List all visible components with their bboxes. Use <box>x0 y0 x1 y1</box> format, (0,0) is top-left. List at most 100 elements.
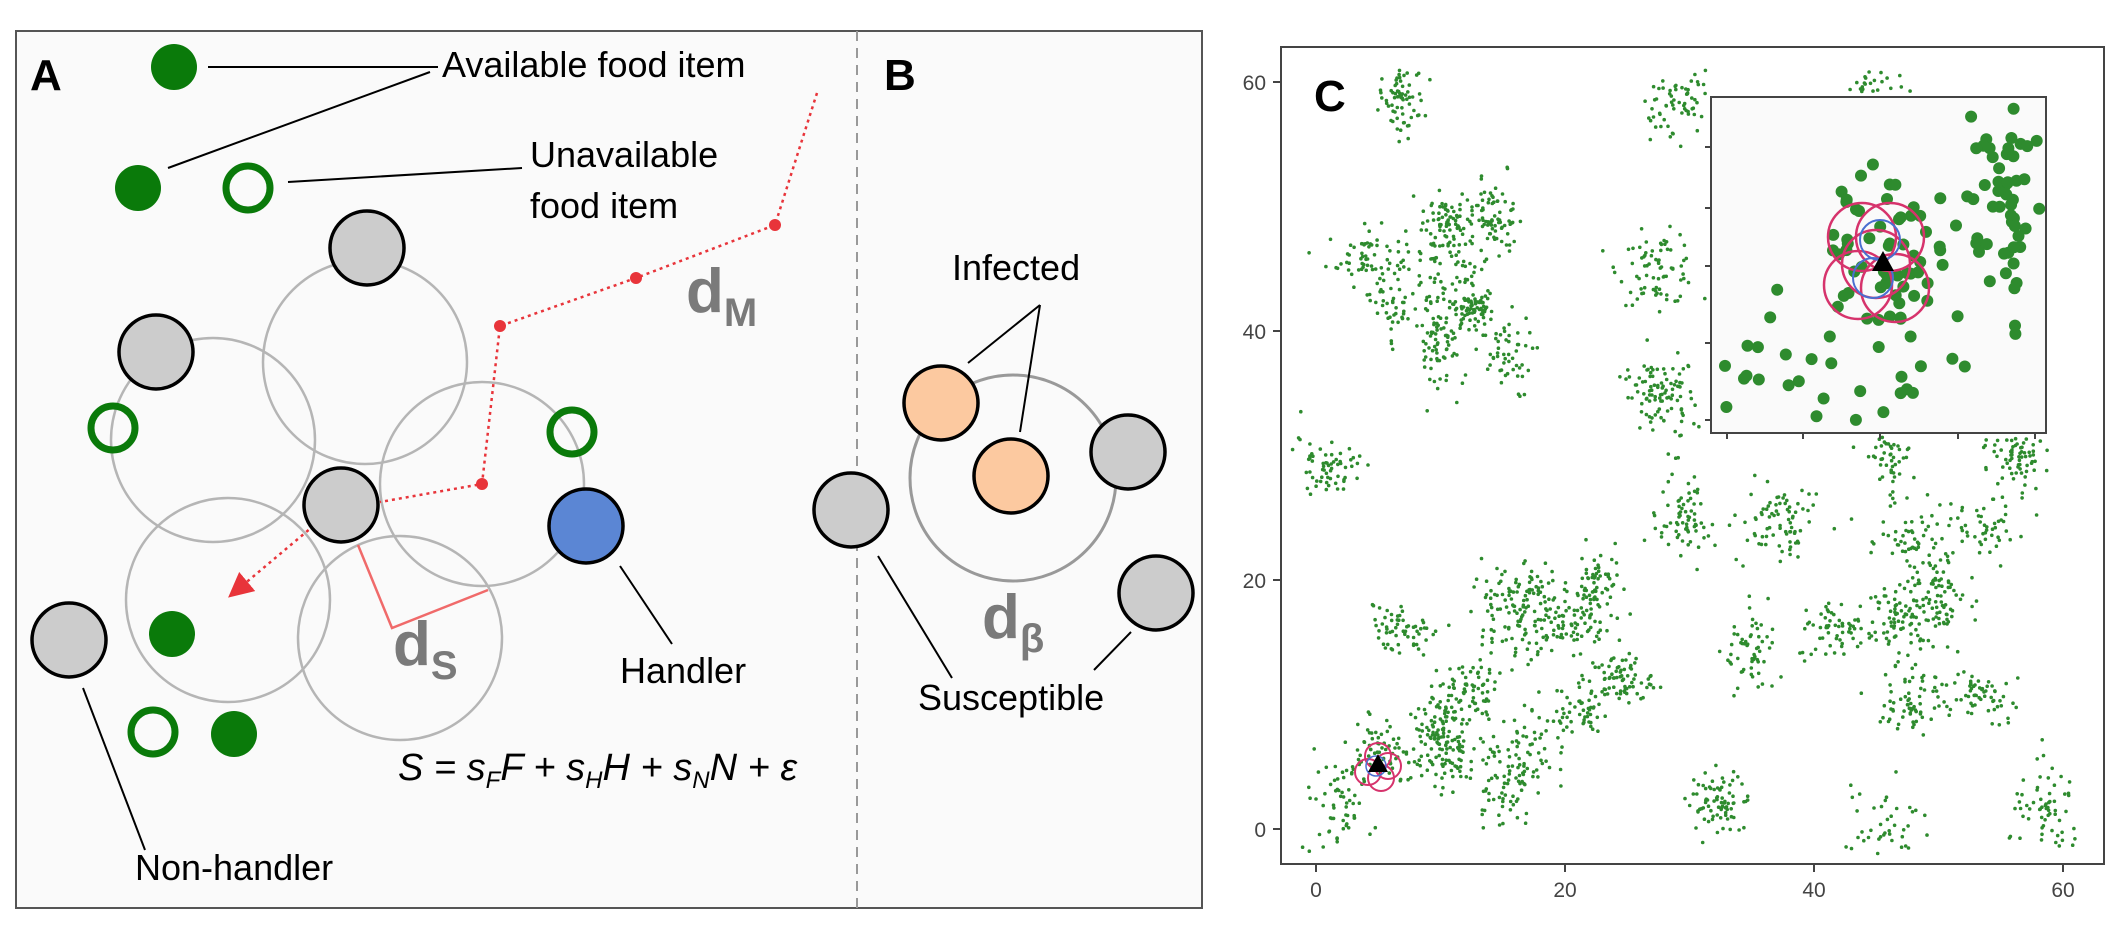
food-point <box>1683 796 1687 801</box>
food-point <box>1749 492 1753 497</box>
food-point <box>1927 601 1931 605</box>
food-point <box>1453 336 1457 340</box>
food-point <box>1381 299 1386 303</box>
food-point <box>1299 409 1303 414</box>
food-point <box>2020 445 2024 450</box>
food-point <box>1998 564 2003 568</box>
food-point <box>1511 603 1515 607</box>
inset-food-point <box>1936 258 1949 271</box>
food-point <box>1908 89 1912 93</box>
food-point <box>1909 640 1913 645</box>
food-point <box>1298 437 1302 442</box>
food-point <box>1491 195 1495 199</box>
food-point <box>1431 316 1435 321</box>
food-point <box>1536 775 1540 779</box>
food-point <box>1824 624 1829 628</box>
food-point <box>1626 247 1631 252</box>
food-point <box>1300 845 1305 849</box>
food-point <box>1770 684 1774 688</box>
food-point <box>1584 595 1589 599</box>
food-point <box>1362 779 1367 784</box>
food-point <box>1677 372 1682 376</box>
food-point <box>1641 291 1646 296</box>
inset-food-point <box>2008 282 2021 295</box>
food-point <box>1620 678 1625 683</box>
food-point <box>1462 296 1466 301</box>
food-point <box>1912 537 1917 541</box>
food-point <box>1400 316 1405 321</box>
food-point <box>1357 454 1362 458</box>
food-point <box>1896 722 1901 727</box>
food-point <box>1785 498 1789 503</box>
food-point <box>1927 597 1932 602</box>
food-point <box>1627 375 1632 379</box>
food-point <box>1692 518 1697 522</box>
food-point <box>1542 594 1547 599</box>
food-point <box>1673 299 1677 304</box>
food-point <box>1385 718 1389 723</box>
inset-food-point <box>1967 193 1980 206</box>
food-point <box>1665 409 1670 413</box>
food-point <box>1532 609 1537 614</box>
food-point <box>1798 651 1802 655</box>
inset-food-point <box>1965 110 1978 123</box>
food-point <box>1459 722 1464 726</box>
food-point <box>1438 228 1442 232</box>
food-point <box>1418 763 1422 768</box>
food-point <box>1508 808 1513 812</box>
food-point <box>1671 103 1675 107</box>
food-point <box>1443 202 1448 207</box>
food-point <box>1615 665 1620 670</box>
inset-food-point <box>1866 158 1879 171</box>
food-point <box>1512 609 1517 613</box>
food-point <box>1657 86 1661 91</box>
food-point <box>1620 658 1625 663</box>
food-point <box>1612 685 1616 689</box>
food-point <box>1335 266 1340 271</box>
food-point <box>1396 736 1401 741</box>
food-point <box>1449 254 1454 258</box>
food-point <box>1329 452 1334 457</box>
food-point <box>2018 806 2023 811</box>
food-point <box>1419 280 1423 285</box>
food-point <box>1618 689 1623 693</box>
food-point <box>1523 610 1527 614</box>
food-point <box>1745 642 1750 646</box>
food-point <box>1365 263 1370 268</box>
perception-circle <box>296 534 504 742</box>
food-point <box>2021 778 2026 782</box>
food-point <box>1413 307 1418 311</box>
food-point <box>1459 321 1464 326</box>
food-point <box>1905 702 1910 707</box>
food-point <box>2060 838 2065 843</box>
food-point <box>1448 667 1452 671</box>
food-point <box>1310 459 1315 463</box>
food-point <box>1933 624 1938 628</box>
food-point <box>1603 572 1608 576</box>
food-point <box>1304 470 1309 475</box>
food-point <box>1361 262 1366 267</box>
food-point <box>1502 329 1507 334</box>
food-point <box>1394 78 1398 82</box>
food-point <box>1499 226 1504 230</box>
food-point <box>1434 772 1438 777</box>
food-point <box>1535 346 1540 350</box>
food-point <box>1898 601 1902 605</box>
food-point <box>1942 605 1946 610</box>
food-point <box>1579 584 1584 589</box>
food-point <box>1719 800 1724 805</box>
food-point <box>1923 813 1927 818</box>
food-point <box>1433 332 1438 336</box>
food-point <box>1432 321 1436 325</box>
food-point <box>1657 309 1662 314</box>
food-point <box>1921 561 1925 565</box>
food-point <box>1510 668 1514 672</box>
food-point <box>1588 613 1592 618</box>
inset-food-point <box>1897 280 1910 293</box>
food-point <box>1355 461 1360 466</box>
food-point <box>1438 223 1442 227</box>
food-point <box>1605 692 1610 696</box>
food-point <box>1891 701 1896 705</box>
food-point <box>1710 817 1715 822</box>
food-point <box>1485 713 1489 717</box>
